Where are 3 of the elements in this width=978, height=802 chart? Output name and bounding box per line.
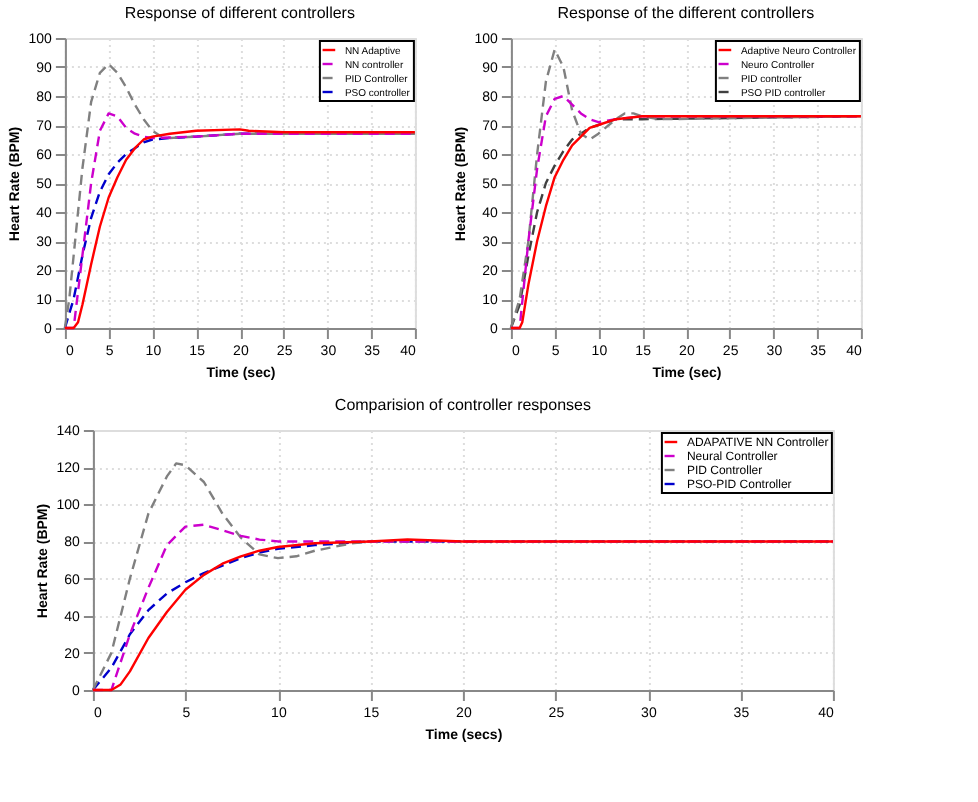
chart-title: Comparision of controller responses [334, 396, 591, 414]
chart-title: Response of the different controllers [557, 4, 815, 22]
chart-title: Response of different controllers [124, 4, 355, 22]
